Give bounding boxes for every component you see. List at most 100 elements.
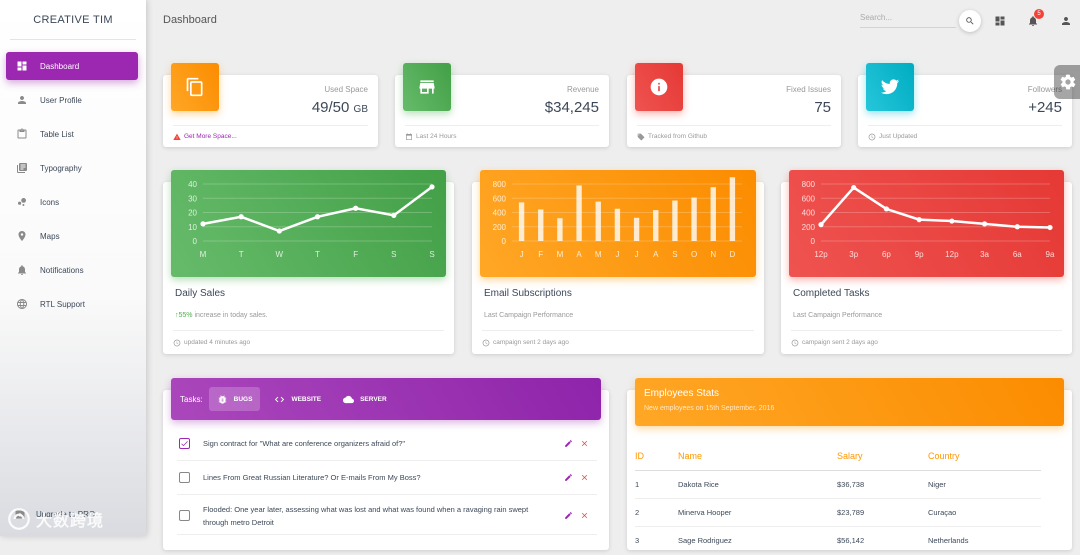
stat-value: $34,245 bbox=[544, 99, 599, 116]
table-row: 3 Sage Rodriguez $56,142 Netherlands bbox=[635, 526, 1041, 555]
x-tick-label: T bbox=[239, 250, 244, 259]
clipboard-icon bbox=[17, 128, 27, 139]
bar bbox=[633, 217, 640, 241]
employees-header: Employees Stats New employees on 15th Se… bbox=[635, 378, 1064, 426]
task-checkbox[interactable] bbox=[179, 438, 190, 449]
chart-title: Daily Sales bbox=[175, 288, 226, 299]
x-tick-label: S bbox=[391, 250, 396, 259]
chart-title: Email Subscriptions bbox=[484, 288, 572, 299]
sidebar-item-table-list[interactable]: Table List bbox=[6, 120, 138, 148]
bar bbox=[614, 208, 621, 241]
bar bbox=[538, 209, 544, 241]
sidebar-item-label: User Profile bbox=[40, 95, 82, 105]
sidebar: CREATIVE TIM Dashboard User Profile Tabl… bbox=[0, 0, 146, 536]
y-tick-label: 200 bbox=[802, 223, 816, 232]
bar bbox=[595, 201, 601, 241]
sidebar-item-icons[interactable]: Icons bbox=[6, 188, 138, 216]
x-tick-label: 9p bbox=[915, 250, 924, 259]
bar bbox=[710, 187, 716, 241]
search-input[interactable]: Search... bbox=[860, 10, 956, 28]
stat-footer-text: Tracked from Github bbox=[648, 133, 708, 140]
table-cell: $23,789 bbox=[837, 498, 928, 527]
y-tick-label: 800 bbox=[493, 180, 507, 189]
bar bbox=[691, 197, 697, 241]
brand-logo[interactable]: CREATIVE TIM bbox=[10, 0, 136, 40]
sidebar-item-dashboard[interactable]: Dashboard bbox=[6, 52, 138, 80]
warning-icon bbox=[173, 133, 181, 140]
data-point bbox=[429, 184, 435, 190]
x-tick-label: F bbox=[353, 250, 358, 259]
stat-icon-box bbox=[866, 63, 914, 111]
series-line bbox=[202, 185, 433, 233]
user-profile-button[interactable] bbox=[1060, 14, 1072, 26]
sidebar-item-maps[interactable]: Maps bbox=[6, 222, 138, 250]
upgrade-label: Upgrade to PRO bbox=[36, 509, 96, 519]
sidebar-item-typography[interactable]: Typography bbox=[6, 154, 138, 182]
notifications-button[interactable]: 5 bbox=[1027, 9, 1044, 26]
library-books-icon bbox=[17, 163, 27, 173]
sidebar-item-label: Notifications bbox=[40, 265, 84, 275]
employees-subtitle: New employees on 15th September, 2016 bbox=[644, 405, 775, 412]
task-checkbox[interactable] bbox=[179, 510, 190, 521]
sidebar-item-rtl-support[interactable]: RTL Support bbox=[6, 290, 138, 318]
sidebar-item-notifications[interactable]: Notifications bbox=[6, 256, 138, 284]
chart-subtitle: Last Campaign Performance bbox=[793, 312, 883, 319]
x-tick-label: J bbox=[635, 250, 639, 259]
stat-value: 75 bbox=[814, 99, 831, 116]
get-more-space-link[interactable]: Get More Space... bbox=[184, 133, 237, 140]
daily-sales-card: 0 10 20 30 40 M T W T F S S Daily Sales ↑55% increa… bbox=[163, 170, 454, 354]
close-icon[interactable] bbox=[580, 439, 589, 448]
search-button[interactable] bbox=[959, 10, 981, 32]
data-point bbox=[314, 214, 321, 220]
data-point bbox=[276, 228, 282, 234]
task-checkbox[interactable] bbox=[179, 472, 190, 483]
x-tick-label: 3p bbox=[849, 250, 858, 259]
tab-server[interactable]: SERVER bbox=[335, 387, 395, 411]
fixed-plugin-settings[interactable] bbox=[1054, 65, 1080, 99]
column-header: Salary bbox=[837, 442, 928, 471]
bar bbox=[518, 202, 525, 241]
check-icon bbox=[181, 441, 188, 447]
task-actions bbox=[557, 511, 589, 520]
y-tick-label: 40 bbox=[188, 180, 197, 189]
chart-footer: campaign sent 2 days ago bbox=[791, 330, 1062, 354]
data-point bbox=[1014, 224, 1020, 230]
task-text: Lines From Great Russian Literature? Or … bbox=[203, 473, 421, 482]
copy-icon bbox=[186, 77, 203, 97]
table-header-row: ID Name Salary Country bbox=[635, 442, 1041, 471]
top-navbar: Dashboard Search... 5 bbox=[146, 0, 1080, 40]
sidebar-item-user-profile[interactable]: User Profile bbox=[6, 86, 138, 114]
edit-icon[interactable] bbox=[564, 439, 573, 448]
data-point bbox=[916, 217, 922, 223]
data-point bbox=[818, 222, 824, 228]
edit-icon[interactable] bbox=[564, 473, 573, 482]
email-subscriptions-chart-svg: 0 200 400 600 800 J F M A M J J A S O N D bbox=[493, 177, 742, 259]
chart-footer: updated 4 minutes ago bbox=[173, 330, 444, 354]
close-icon[interactable] bbox=[580, 511, 589, 520]
tab-label: SERVER bbox=[360, 395, 387, 403]
sidebar-item-label: Dashboard bbox=[40, 61, 80, 71]
watermark-text: 大数跨境 bbox=[36, 513, 105, 530]
daily-sales-percent: 55% bbox=[178, 312, 193, 319]
x-tick-label: N bbox=[710, 250, 716, 259]
edit-icon[interactable] bbox=[564, 511, 573, 520]
stat-footer: Just Updated bbox=[868, 125, 1062, 147]
tab-website[interactable]: WEBSITE bbox=[266, 387, 329, 411]
chart-footer: campaign sent 2 days ago bbox=[482, 330, 754, 354]
table-row: 2 Minerva Hooper $23,789 Curaçao bbox=[635, 498, 1041, 527]
x-tick-label: 12p bbox=[814, 250, 828, 259]
data-point bbox=[353, 205, 359, 211]
close-icon[interactable] bbox=[580, 473, 589, 482]
y-tick-label: 400 bbox=[802, 209, 816, 218]
column-header: Name bbox=[678, 442, 837, 471]
table-cell: Niger bbox=[928, 470, 1041, 499]
page-title[interactable]: Dashboard bbox=[163, 14, 217, 26]
dashboard-top-button[interactable] bbox=[994, 14, 1006, 26]
chart-footer-text: campaign sent 2 days ago bbox=[493, 339, 569, 346]
y-tick-label: 800 bbox=[802, 180, 816, 189]
stat-footer: Last 24 Hours bbox=[405, 125, 599, 147]
employees-table: ID Name Salary Country 1 Dakota Rice $36… bbox=[635, 442, 1041, 555]
y-tick-label: 0 bbox=[811, 237, 816, 246]
tab-bugs[interactable]: BUGS bbox=[208, 387, 261, 411]
daily-sales-sub-text: increase in today sales. bbox=[192, 312, 268, 319]
